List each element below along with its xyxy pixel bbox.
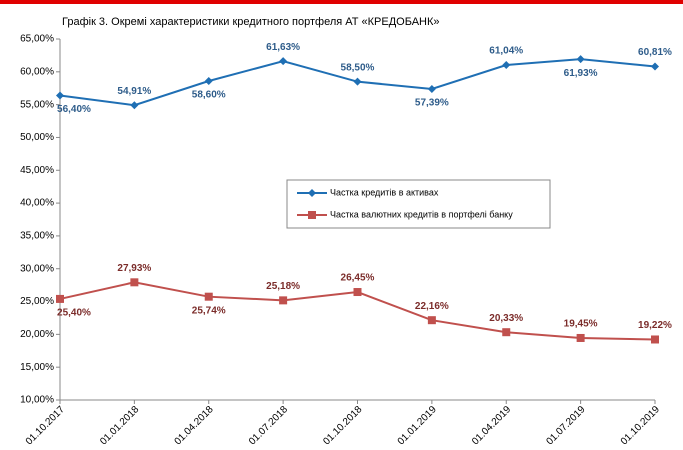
- data-label: 25,40%: [57, 308, 91, 319]
- marker: [502, 60, 511, 69]
- x-tick-label: 01.07.2018: [247, 404, 290, 447]
- data-label: 60,81%: [638, 47, 672, 58]
- marker: [56, 294, 64, 303]
- y-tick-label: 10,00%: [20, 395, 54, 406]
- marker: [502, 328, 511, 337]
- y-tick-label: 60,00%: [20, 66, 54, 77]
- legend-label: Частка валютних кредитів в портфелі банк…: [330, 209, 513, 219]
- data-label: 27,93%: [117, 263, 151, 274]
- marker: [353, 288, 362, 297]
- marker: [651, 335, 659, 344]
- marker: [279, 296, 288, 305]
- data-label: 58,50%: [341, 62, 375, 73]
- x-tick-label: 01.10.2019: [619, 404, 662, 447]
- data-label: 54,91%: [117, 86, 151, 97]
- marker: [427, 84, 436, 93]
- top-border: [0, 0, 683, 4]
- marker: [651, 62, 659, 71]
- y-tick-label: 15,00%: [20, 362, 54, 373]
- marker: [130, 278, 139, 287]
- data-label: 26,45%: [341, 273, 375, 284]
- x-tick-label: 01.10.2018: [321, 404, 364, 447]
- data-label: 25,18%: [266, 281, 300, 292]
- y-tick-label: 45,00%: [20, 165, 54, 176]
- data-label: 58,60%: [192, 90, 226, 101]
- y-tick-label: 30,00%: [20, 263, 54, 274]
- y-tick-label: 20,00%: [20, 329, 54, 340]
- y-tick-label: 25,00%: [20, 296, 54, 307]
- marker: [204, 77, 213, 86]
- x-tick-label: 01.04.2018: [173, 404, 216, 447]
- x-tick-label: 01.07.2019: [544, 404, 587, 447]
- marker: [279, 57, 288, 66]
- legend-marker: [308, 211, 316, 219]
- marker: [353, 77, 362, 86]
- x-tick-label: 01.10.2017: [24, 404, 67, 447]
- marker: [576, 55, 585, 64]
- data-label: 19,45%: [564, 319, 598, 330]
- data-label: 25,74%: [192, 305, 226, 316]
- legend: [286, 179, 551, 229]
- x-tick-label: 01.01.2018: [98, 404, 141, 447]
- data-label: 61,93%: [564, 68, 598, 79]
- legend-label: Частка кредитів в активах: [330, 187, 439, 197]
- legend-marker: [308, 189, 316, 197]
- data-label: 61,63%: [266, 42, 300, 53]
- y-tick-label: 65,00%: [20, 34, 54, 45]
- y-tick-label: 50,00%: [20, 132, 54, 143]
- y-tick-label: 55,00%: [20, 99, 54, 110]
- y-tick-label: 35,00%: [20, 231, 54, 242]
- marker: [576, 333, 585, 342]
- marker: [427, 316, 436, 325]
- data-label: 22,16%: [415, 301, 449, 312]
- data-label: 19,22%: [638, 320, 672, 331]
- marker: [130, 101, 139, 110]
- data-label: 61,04%: [489, 46, 523, 57]
- x-tick-label: 01.01.2019: [396, 404, 439, 447]
- marker: [204, 292, 213, 301]
- data-label: 56,40%: [57, 104, 91, 115]
- data-label: 20,33%: [489, 313, 523, 324]
- data-label: 57,39%: [415, 98, 449, 109]
- chart-title: Графік 3. Окремі характеристики кредитно…: [62, 16, 440, 28]
- marker: [56, 91, 64, 100]
- y-tick-label: 40,00%: [20, 198, 54, 209]
- x-tick-label: 01.04.2019: [470, 404, 513, 447]
